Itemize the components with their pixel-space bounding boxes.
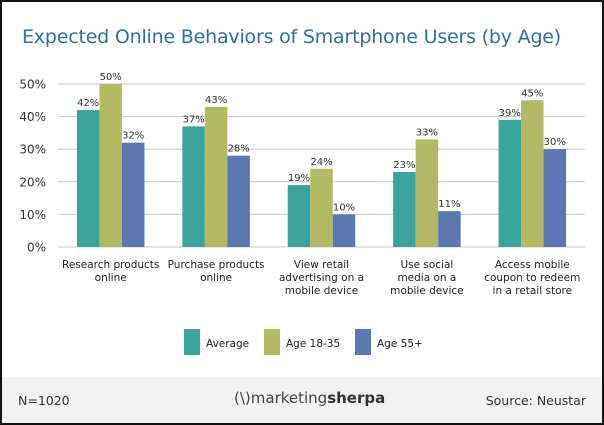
- bar: [521, 100, 544, 247]
- x-tick-label: online: [200, 272, 232, 284]
- source-note: Source: Neustar: [485, 393, 586, 408]
- x-tick-label: Purchase products: [168, 259, 265, 271]
- legend-label: Average: [206, 338, 249, 350]
- y-tick-label: 30%: [19, 143, 46, 157]
- legend-swatch: [355, 329, 371, 355]
- x-tick-label: View retail: [294, 259, 349, 271]
- legend-swatch: [264, 329, 280, 355]
- bar: [332, 214, 356, 247]
- x-tick-label: online: [95, 272, 127, 284]
- legend-label: Age 18-35: [286, 338, 340, 350]
- x-tick-label: Research products: [62, 259, 159, 271]
- x-tick-label: Access mobile: [495, 259, 570, 271]
- data-label: 37%: [182, 114, 204, 125]
- x-tick-label: Use social: [400, 259, 453, 271]
- data-label: 30%: [544, 137, 566, 148]
- data-label: 33%: [416, 127, 438, 138]
- bar: [393, 172, 416, 247]
- bar: [415, 139, 439, 247]
- bar: [438, 211, 461, 247]
- data-label: 11%: [438, 199, 460, 210]
- data-label: 32%: [122, 131, 144, 142]
- data-label: 50%: [100, 72, 122, 83]
- bar: [287, 185, 311, 247]
- data-label: 43%: [205, 95, 227, 106]
- data-label: 10%: [333, 202, 355, 213]
- legend-swatch: [184, 329, 200, 355]
- sample-size: N=1020: [18, 393, 70, 408]
- logo-icon: (\): [234, 389, 251, 407]
- bar: [310, 168, 333, 247]
- data-label: 39%: [499, 108, 521, 119]
- data-label: 28%: [227, 144, 249, 155]
- bar: [543, 149, 567, 247]
- bar: [498, 119, 522, 247]
- bar-chart: 0% 10% 20% 30% 40% 50% 42% 50% 32% Research produ…: [19, 72, 585, 355]
- y-tick-label: 0%: [27, 241, 46, 255]
- x-tick-label: mobile device: [285, 285, 358, 297]
- data-label: 45%: [521, 88, 543, 99]
- marketingsherpa-logo: (\)marketingsherpa: [234, 389, 386, 407]
- y-tick-label: 50%: [19, 78, 46, 92]
- x-tick-label: advertising on a: [279, 272, 364, 284]
- x-tick-label: media on a: [397, 272, 456, 284]
- x-tick-label: mobile device: [390, 285, 463, 297]
- footer: N=1020 (\)marketingsherpa Source: Neusta…: [2, 377, 602, 423]
- bar: [182, 126, 205, 247]
- y-tick-label: 10%: [19, 208, 46, 222]
- legend-label: Age 55+: [377, 338, 423, 350]
- data-label: 23%: [393, 160, 415, 171]
- bar: [204, 106, 228, 247]
- data-label: 24%: [310, 157, 332, 168]
- bar: [121, 142, 145, 247]
- data-label: 19%: [288, 173, 310, 184]
- chart-title: Expected Online Behaviors of Smartphone …: [22, 26, 562, 48]
- bar: [99, 84, 122, 247]
- data-label: 42%: [77, 98, 99, 109]
- bar: [76, 110, 100, 247]
- x-tick-label: in a retail store: [493, 285, 573, 297]
- y-tick-label: 20%: [19, 175, 46, 189]
- x-tick-label: coupon to redeem: [484, 272, 580, 284]
- bar: [227, 155, 250, 247]
- y-tick-label: 40%: [19, 110, 46, 124]
